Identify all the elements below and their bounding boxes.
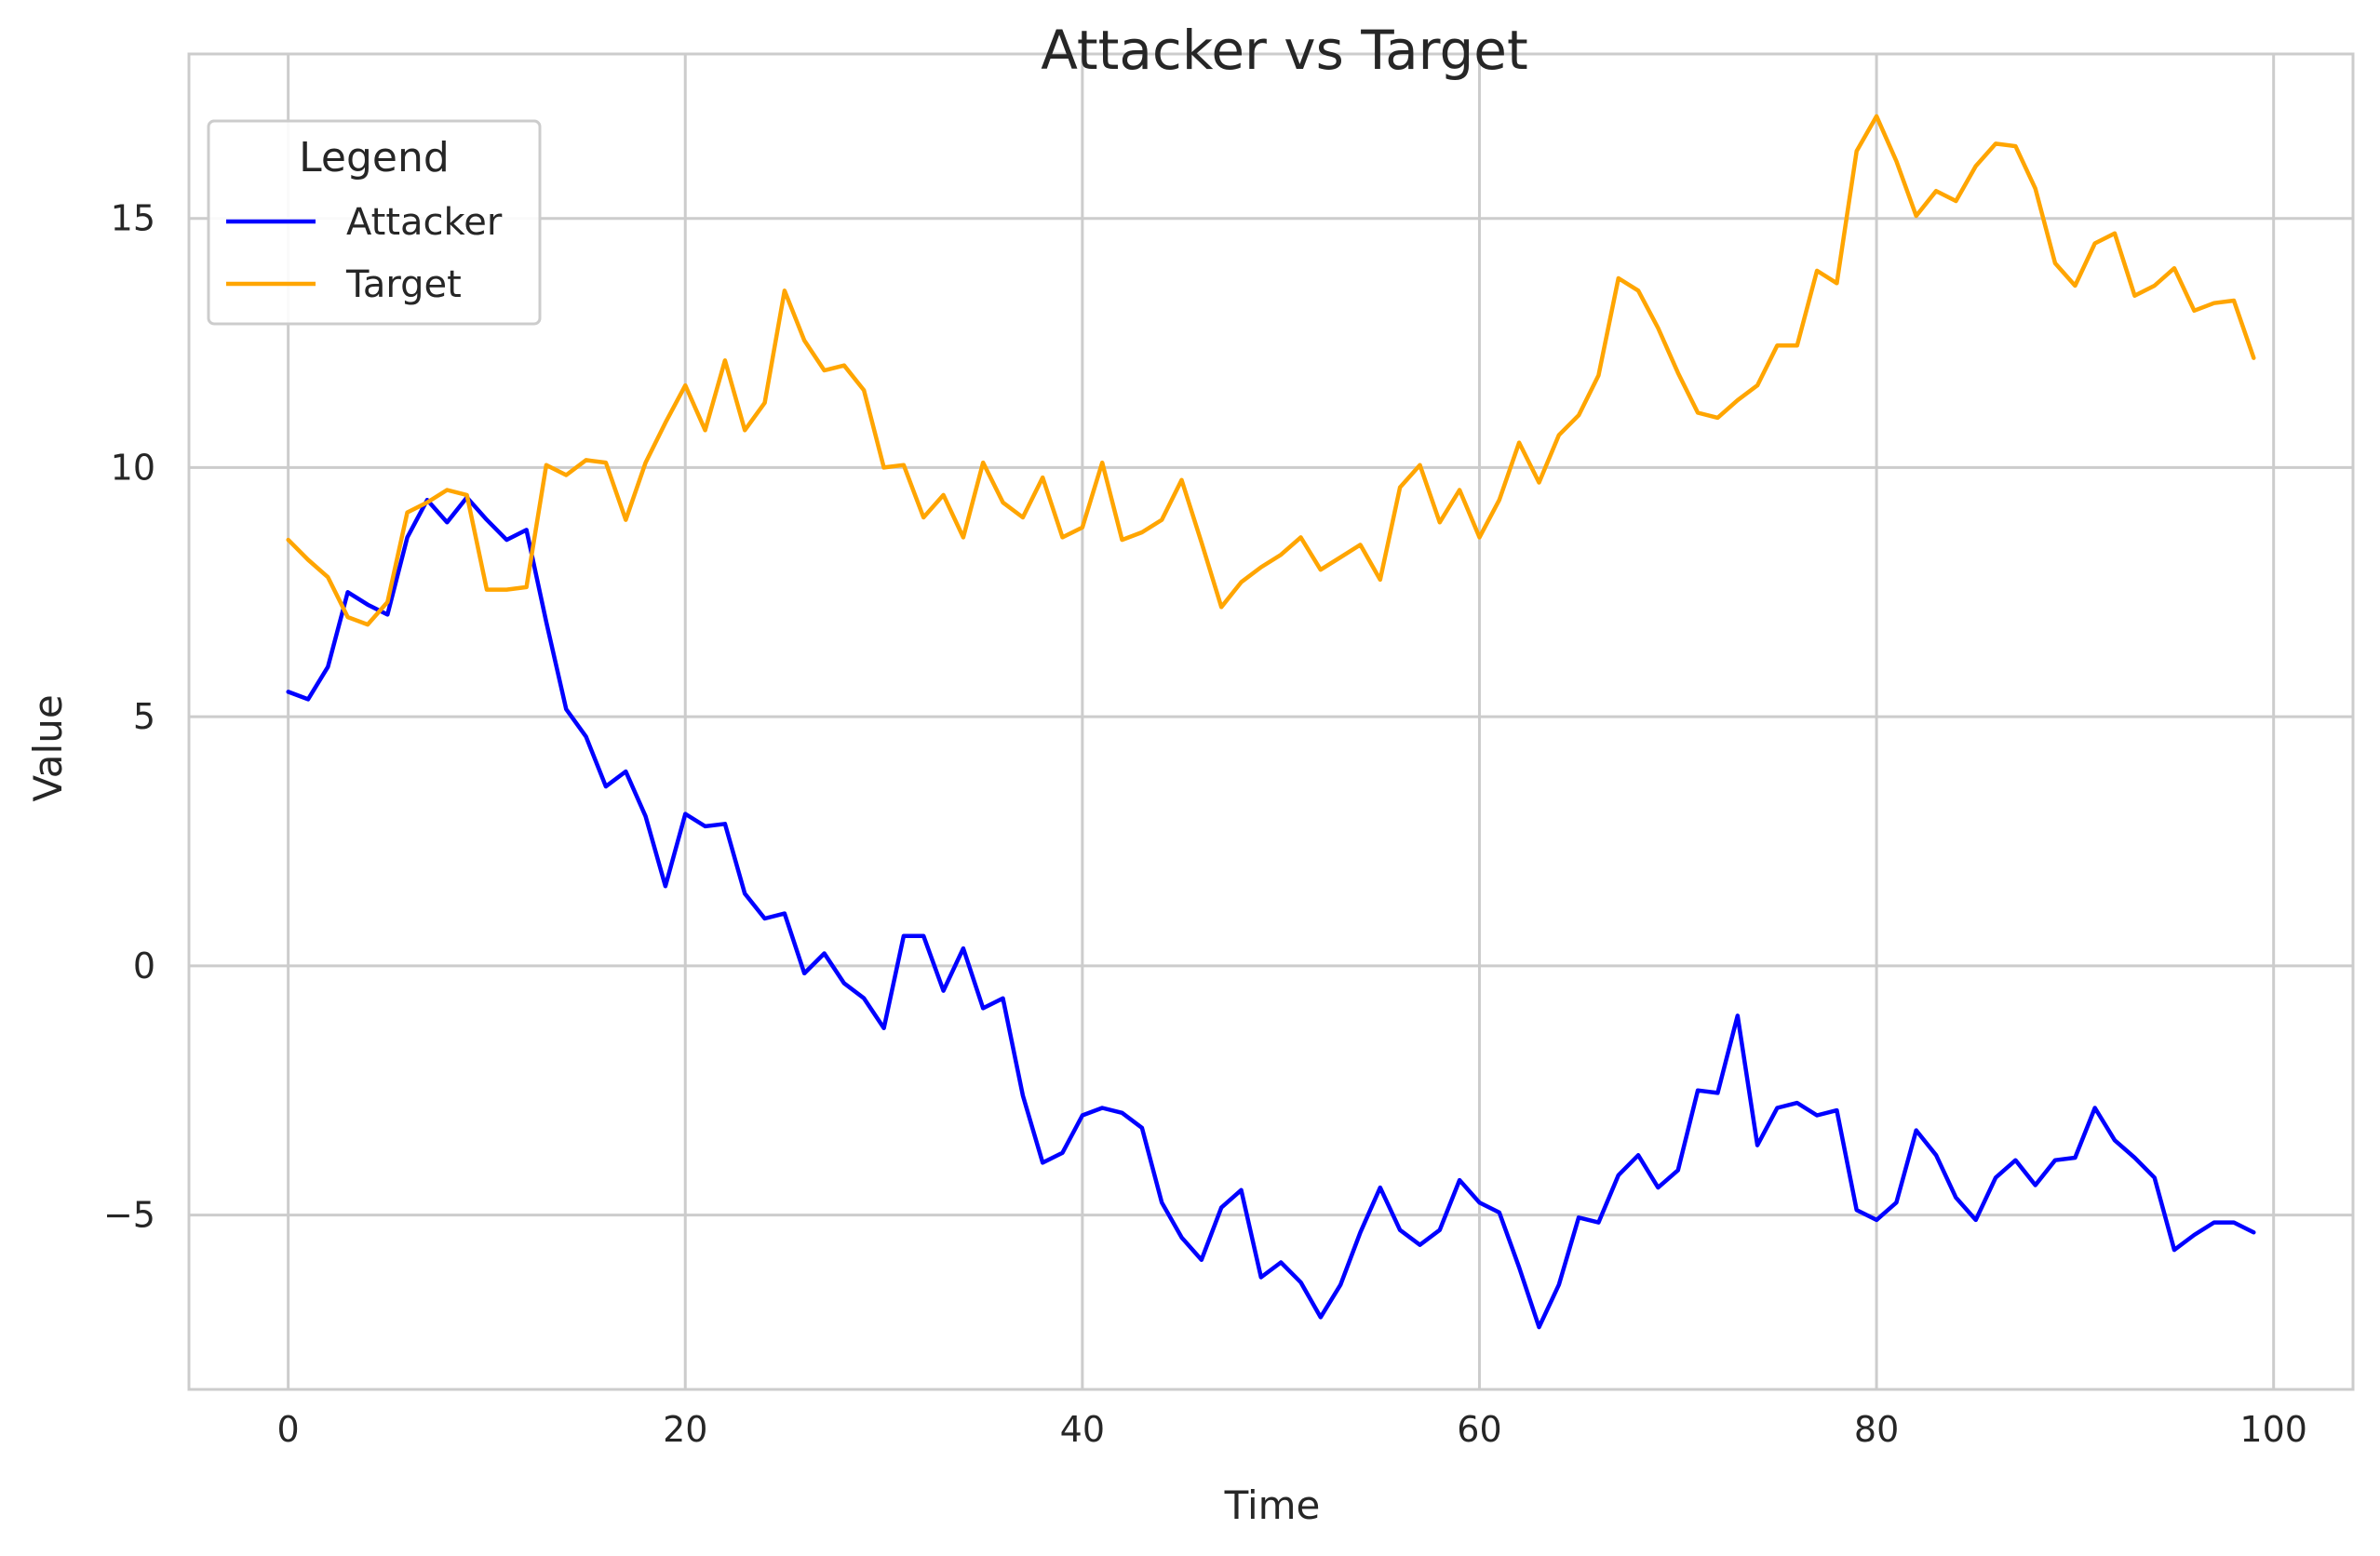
series-line-attacker [286, 495, 2256, 1330]
legend: Legend Attacker Target [207, 119, 542, 326]
y-tick-label: 15 [111, 198, 155, 239]
y-tick-label: 0 [133, 946, 155, 986]
x-tick-label: 80 [1854, 1409, 1899, 1450]
series-layer [286, 114, 2256, 1330]
plot-frame [187, 52, 2355, 1391]
x-axis-label: Time [1224, 1482, 1321, 1528]
y-tick-label: 10 [111, 447, 155, 488]
y-gridlines [189, 217, 2353, 1217]
chart-title: Attacker vs Target [1041, 19, 1527, 82]
legend-title: Legend [299, 134, 450, 181]
series-line-target [286, 114, 2256, 627]
x-tick-label: 0 [277, 1409, 300, 1450]
x-tick-label: 100 [2239, 1409, 2307, 1450]
legend-box [207, 119, 542, 326]
x-tick-label: 40 [1060, 1409, 1105, 1450]
y-tick-label: 5 [133, 696, 155, 737]
x-gridlines [287, 54, 2276, 1389]
legend-label-attacker: Attacker [346, 201, 503, 244]
x-tick-label: 20 [663, 1409, 707, 1450]
y-tick-label: −5 [103, 1195, 155, 1236]
legend-label-target: Target [345, 263, 462, 306]
x-tick-label: 60 [1457, 1409, 1501, 1450]
y-axis-label: Value [25, 694, 71, 801]
x-tick-labels: 0 20 40 60 80 100 [277, 1409, 2307, 1450]
y-tick-labels: −5 0 5 10 15 [103, 198, 155, 1236]
